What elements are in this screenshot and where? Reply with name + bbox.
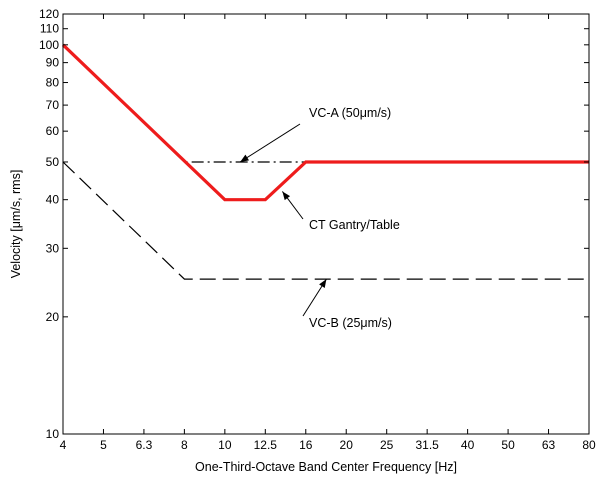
annotation-ct-gantry-arrow-head	[282, 191, 291, 201]
series-vc-b-line	[62, 161, 589, 280]
series-ct-gantry-line	[61, 43, 589, 202]
x-tick-label: 31.5	[415, 438, 439, 452]
x-tick-label: 8	[181, 438, 188, 452]
annotation-vc-b-arrow-head	[319, 279, 327, 288]
x-axis-title: One-Third-Octave Band Center Frequency […	[195, 460, 457, 474]
x-tick-label: 63	[542, 438, 556, 452]
y-tick-label: 100	[39, 38, 59, 52]
y-axis-title: Velocity [μm/s, rms]	[9, 170, 23, 279]
x-tick-label: 40	[461, 438, 475, 452]
y-tick-label: 10	[46, 427, 60, 441]
x-tick-label: 80	[582, 438, 596, 452]
y-tick-label: 20	[46, 310, 60, 324]
x-tick-label: 6.3	[136, 438, 153, 452]
x-tick-label: 5	[100, 438, 107, 452]
y-tick-label: 50	[46, 155, 60, 169]
annotation-vc-a-label: VC-A (50μm/s)	[309, 106, 391, 120]
y-tick-label: 70	[46, 98, 60, 112]
y-tick-label: 90	[46, 56, 60, 70]
x-tick-label: 16	[299, 438, 313, 452]
annotation-layer: VC-A (50μm/s) CT Gantry/Table VC-B (25μm/s…	[239, 106, 400, 330]
annotation-vc-a-arrow-head	[240, 154, 249, 162]
y-tick-label: 40	[46, 193, 60, 207]
y-tick-label: 30	[46, 241, 60, 255]
annotation-ct-gantry-label: CT Gantry/Table	[309, 218, 400, 232]
y-tick-label: 60	[46, 124, 60, 138]
x-axis-ticks: 4 5 6.3 8 10 12.5 16 20 25 31.5 40 50 63 80	[60, 14, 596, 452]
y-tick-label: 80	[46, 76, 60, 90]
x-tick-label: 25	[380, 438, 394, 452]
plot-frame	[62, 13, 590, 435]
x-tick-label: 50	[501, 438, 515, 452]
x-tick-label: 20	[340, 438, 354, 452]
y-tick-label: 110	[40, 22, 59, 36]
annotation-vc-b-label: VC-B (25μm/s)	[309, 316, 392, 330]
series-layer	[61, 43, 589, 280]
y-tick-label: 120	[39, 7, 59, 21]
annotation-vc-a-arrow-line	[239, 123, 301, 163]
x-tick-label: 4	[60, 438, 67, 452]
x-tick-label: 12.5	[254, 438, 278, 452]
x-tick-label: 10	[218, 438, 232, 452]
